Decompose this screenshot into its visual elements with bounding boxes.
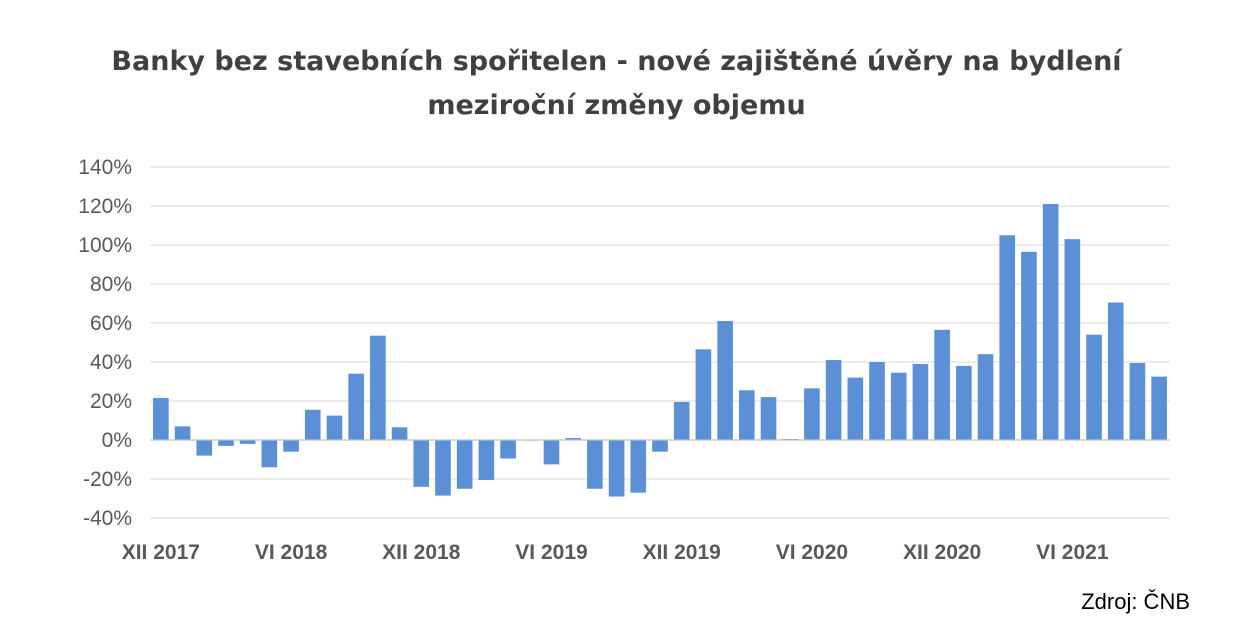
bar xyxy=(977,354,994,440)
bar xyxy=(717,321,733,440)
bar xyxy=(1107,302,1124,440)
y-tick-label: 20% xyxy=(90,390,132,413)
bar xyxy=(695,349,712,440)
bar xyxy=(456,440,473,489)
x-tick-label: XII 2017 xyxy=(122,541,200,564)
source-note: Zdroj: ČNB xyxy=(1081,589,1190,614)
bar xyxy=(890,372,907,440)
y-tick-label: 40% xyxy=(90,351,132,374)
bar xyxy=(804,388,820,440)
x-tick-label: XII 2020 xyxy=(903,541,981,564)
y-axis-ticks: 140% 120% 100% 80% 60% 40% 20% 0% -20% -40% xyxy=(78,156,132,530)
chart-subtitle: meziroční změny objemu xyxy=(427,90,806,121)
bar xyxy=(218,440,234,446)
y-tick-label: 60% xyxy=(90,312,132,335)
bar xyxy=(912,363,929,440)
y-tick-label: 0% xyxy=(102,429,132,452)
bar xyxy=(435,440,451,496)
bar xyxy=(370,335,386,440)
bar xyxy=(239,440,256,444)
chart-title-line: Banky bez stavebních spořitelen - nové z… xyxy=(111,46,1122,77)
bar xyxy=(174,426,191,440)
bar xyxy=(1129,362,1146,440)
x-tick-label: VI 2021 xyxy=(1036,541,1109,564)
bar xyxy=(1086,334,1102,440)
bar xyxy=(825,360,842,440)
x-tick-label: XII 2018 xyxy=(382,541,461,564)
bar xyxy=(673,401,690,440)
bar xyxy=(587,440,603,489)
bar xyxy=(652,440,668,452)
bar xyxy=(304,409,321,440)
bars xyxy=(153,204,1167,497)
bar xyxy=(760,397,777,440)
y-tick-label: -40% xyxy=(83,507,132,530)
x-tick-label: VI 2020 xyxy=(776,541,848,564)
bar xyxy=(738,390,755,440)
y-tick-label: 140% xyxy=(78,156,132,179)
y-tick-label: -20% xyxy=(83,468,132,491)
bar xyxy=(348,373,364,440)
x-tick-label: XII 2019 xyxy=(643,541,721,564)
bar xyxy=(1064,239,1081,440)
bar xyxy=(1151,376,1167,440)
bar xyxy=(283,440,299,452)
y-tick-label: 80% xyxy=(90,273,132,296)
bar xyxy=(847,377,864,440)
y-tick-label: 120% xyxy=(78,195,132,218)
bar xyxy=(391,427,408,440)
x-axis-ticks: XII 2017 VI 2018 XII 2018 VI 2019 XII 2019 VI… xyxy=(122,541,1109,564)
x-tick-label: VI 2018 xyxy=(255,541,328,564)
bar xyxy=(261,440,278,468)
bar xyxy=(956,365,972,440)
bar xyxy=(500,440,516,459)
bar xyxy=(478,440,495,480)
x-tick-label: VI 2019 xyxy=(515,541,587,564)
bar xyxy=(608,440,625,497)
bar xyxy=(1021,251,1037,440)
bar xyxy=(630,440,647,493)
bar xyxy=(869,362,885,440)
bar xyxy=(153,398,169,440)
gridlines xyxy=(150,166,1170,519)
y-tick-label: 100% xyxy=(78,234,132,257)
bar xyxy=(1042,204,1059,440)
bar xyxy=(413,440,430,487)
bar xyxy=(543,440,560,465)
bar xyxy=(934,329,950,440)
chart-title: Banky bez stavebních spořitelen - nové z… xyxy=(0,40,1233,128)
bar xyxy=(196,440,213,456)
bar xyxy=(326,415,343,440)
bar xyxy=(999,235,1016,440)
bar xyxy=(565,438,582,440)
